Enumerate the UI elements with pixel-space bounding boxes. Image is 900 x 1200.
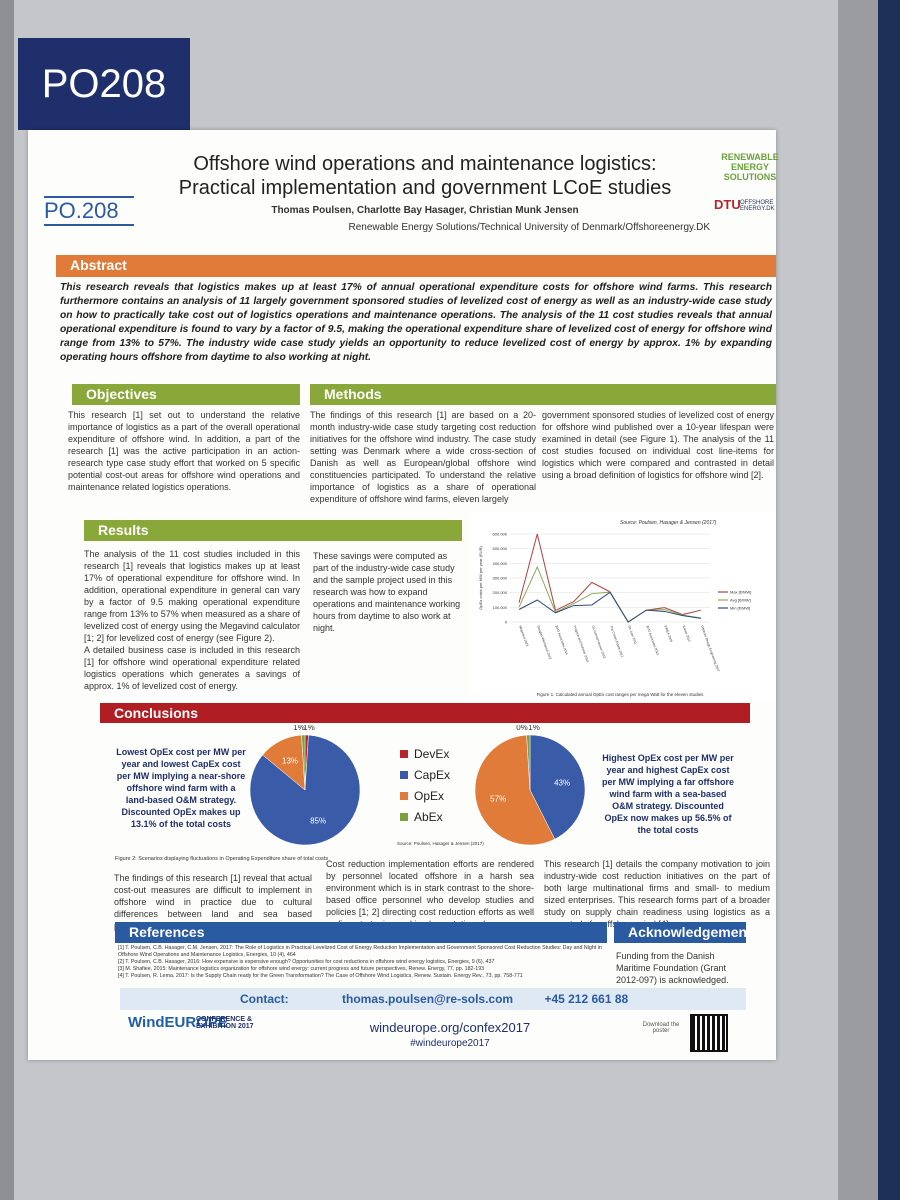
methods-text: government sponsored studies of levelize… (542, 410, 774, 480)
pie-slice (526, 734, 531, 791)
legend-label: Min [€/MW] (730, 606, 750, 611)
footer-hashtag: #windeurope2017 (410, 1038, 490, 1049)
footer-event: CONFERENCE & EXHIBITION 2017 (196, 1016, 254, 1030)
neighbour-board (878, 0, 900, 1200)
slice-label: 1% (303, 725, 315, 732)
figure-source: Source: Poulsen, Hasager & Jensen (2017) (620, 520, 717, 526)
figure-2: 1%85%13%1% 0%43%57%1%DevExCapExOpExAbExSo… (249, 725, 586, 846)
pie-slice (301, 734, 306, 791)
section-bar: Conclusions (100, 703, 750, 723)
figure-background (470, 512, 776, 702)
conclusion-text: This research [1] details the company mo… (544, 859, 770, 929)
scenario-text: Lowest OpEx cost per MW per year and low… (116, 747, 246, 829)
figure-1: Source: Poulsen, Hasager & Jensen (2017)… (470, 512, 776, 702)
section-bar: Results (84, 520, 462, 541)
contact-phone: +45 212 661 88 (544, 992, 629, 1006)
contact-bar: Contact: thomas.poulsen@re-sols.com +45 … (120, 988, 746, 1010)
reference: [4] T. Poulsen, R. Lema, 2017: Is the Su… (118, 973, 523, 979)
x-tick-label: Kaiser 2012 (682, 625, 692, 643)
methods-text: The findings of this research [1] are ba… (310, 410, 536, 504)
reference: [3] M. Shafiee, 2015: Maintenance logist… (118, 966, 485, 972)
poster-code: PO.208 (44, 196, 134, 226)
logo-dtu: DTU (714, 197, 741, 212)
contact-email[interactable]: thomas.poulsen@re-sols.com (342, 992, 514, 1006)
title-line: Practical implementation and government … (178, 177, 672, 199)
reference: [1] T. Poulsen, C.B. Hasager, C.M. Jense… (118, 945, 602, 958)
conclusion-text: Cost reduction implementation efforts ar… (326, 859, 534, 929)
logo-res: RENEWABLE ENERGY SOLUTIONS (721, 152, 779, 182)
title: Offshore wind operations and maintenance… (140, 152, 710, 200)
y-tick-label: 100.000 (493, 605, 508, 610)
y-tick-label: 400.000 (493, 561, 508, 566)
slice-label: 85% (310, 816, 326, 825)
y-tick-label: 0 (505, 620, 508, 625)
figure-caption: Figure 1: Calculated annual OpEx cost ra… (537, 692, 704, 697)
reference: [2] T. Poulsen, C.B. Hasager, 2016: How … (118, 959, 495, 965)
legend-swatch (400, 792, 408, 800)
affiliation: Renewable Energy Solutions/Technical Uni… (348, 222, 710, 233)
pie-slice (529, 734, 586, 840)
contact-label: Contact: (240, 992, 289, 1006)
legend-swatch (400, 813, 408, 821)
y-tick-label: 200.000 (493, 590, 508, 595)
results-text: These savings were computed as part of t… (313, 551, 461, 633)
section-bar: Objectives (72, 384, 300, 405)
footer-download: Download the poster (642, 1022, 680, 1034)
legend-label: Avg [€/MW] (730, 598, 751, 603)
y-axis-label: OpEx costs per MW per year (EUR) (478, 546, 483, 610)
section-bar: Methods (310, 384, 776, 405)
legend-label: OpEx (414, 789, 444, 803)
title-line: Offshore wind operations and maintenance… (193, 153, 657, 175)
section-bar: References (115, 922, 607, 943)
legend-swatch (400, 771, 408, 779)
paragraph: The analysis of the 11 cost studies incl… (84, 549, 300, 643)
authors: Thomas Poulsen, Charlotte Bay Hasager, C… (271, 205, 579, 216)
y-tick-label: 300.000 (493, 576, 508, 581)
x-tick-label: De Juan 2011 (627, 625, 638, 645)
section-bar: Acknowledgement (614, 922, 752, 943)
slice-label: 1% (528, 725, 540, 732)
figure-caption: Figure 2: Scenarios displaying fluctuati… (115, 856, 329, 862)
legend-label: DevEx (414, 747, 449, 761)
paragraph: A detailed business case is included in … (84, 645, 300, 691)
board-post (838, 0, 878, 1200)
legend-label: AbEx (414, 810, 443, 824)
slice-label: 13% (282, 757, 298, 766)
footer-url[interactable]: windeurope.org/confex2017 (369, 1020, 531, 1035)
board-label: PO208 (18, 38, 190, 130)
qr-code[interactable] (690, 1014, 728, 1052)
slice-label: 1% (293, 725, 305, 732)
footer-brand: WindEUROPE (128, 1014, 228, 1031)
slice-label: 43% (554, 778, 570, 787)
logo-oe: OFFSHORE ENERGY.DK (740, 200, 775, 212)
x-tick-label: Megavind 2015 (518, 625, 529, 647)
acknowledgement-text: Funding from the Danish Maritime Foundat… (616, 951, 729, 985)
data-line (518, 591, 701, 623)
section-bar: Abstract (56, 255, 776, 277)
legend-swatch (400, 750, 408, 758)
legend-label: Max [€/MW] (730, 590, 751, 595)
slice-label: 57% (490, 795, 506, 804)
legend-label: CapEx (414, 768, 450, 782)
scenario-text: Highest OpEx cost per MW per year and hi… (601, 753, 734, 835)
figure-source: Source: Poulsen, Hasager & Jensen (2017) (397, 841, 484, 846)
objectives-text: This research [1] set out to understand … (68, 410, 300, 492)
pie-slice (474, 734, 556, 846)
y-tick-label: 500.000 (493, 546, 508, 551)
abstract-text: This research reveals that logistics mak… (60, 282, 772, 363)
slice-label: 0% (516, 725, 528, 732)
board-edge (0, 0, 14, 1200)
x-tick-label: EWEA 2009 (664, 625, 674, 643)
results-text: The analysis of the 11 cost studies incl… (84, 548, 300, 692)
y-tick-label: 600.000 (493, 532, 508, 537)
reference-list: [1] T. Poulsen, C.B. Hasager, C.M. Jense… (118, 945, 606, 980)
